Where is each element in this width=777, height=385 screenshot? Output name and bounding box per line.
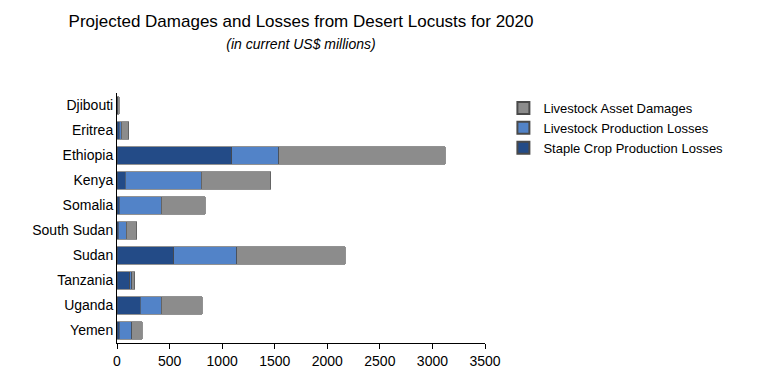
svg-text:3500: 3500 (469, 353, 500, 369)
svg-text:1500: 1500 (259, 353, 290, 369)
svg-text:3000: 3000 (417, 353, 448, 369)
svg-text:Tanzania: Tanzania (57, 272, 113, 288)
svg-text:1000: 1000 (207, 353, 238, 369)
svg-text:Staple Crop Production Losses: Staple Crop Production Losses (543, 141, 723, 156)
svg-text:Ethiopia: Ethiopia (63, 147, 114, 163)
svg-text:Djibouti: Djibouti (66, 97, 113, 113)
svg-text:Eritrea: Eritrea (72, 122, 113, 138)
svg-text:500: 500 (158, 353, 182, 369)
svg-text:2500: 2500 (364, 353, 395, 369)
svg-text:Kenya: Kenya (73, 172, 113, 188)
svg-text:Uganda: Uganda (64, 297, 113, 313)
svg-text:2000: 2000 (312, 353, 343, 369)
svg-text:0: 0 (113, 353, 121, 369)
svg-text:South Sudan: South Sudan (32, 222, 113, 238)
svg-text:Somalia: Somalia (63, 197, 114, 213)
svg-text:Livestock Asset Damages: Livestock Asset Damages (543, 101, 692, 116)
svg-text:Yemen: Yemen (70, 322, 113, 338)
svg-text:Projected Damages and Losses f: Projected Damages and Losses from Desert… (69, 12, 534, 52)
svg-text:Sudan: Sudan (73, 247, 113, 263)
svg-text:Livestock Production Losses: Livestock Production Losses (543, 121, 708, 136)
